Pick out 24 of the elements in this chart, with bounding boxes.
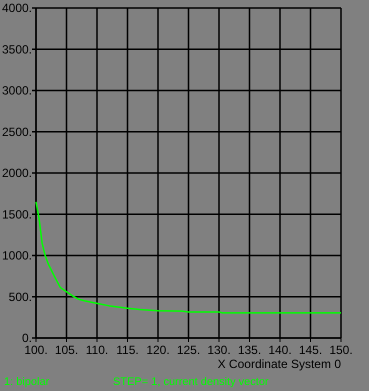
x-tick-label: 120.	[146, 343, 170, 357]
x-tick-label: 110.	[86, 343, 108, 357]
line-series	[35, 201, 342, 314]
x-tick-label: 105.	[54, 343, 78, 357]
x-tick-label: 100.	[24, 343, 48, 357]
y-tick-label: 2500.	[2, 124, 32, 139]
y-tick-label: 500.	[8, 290, 32, 304]
y-tick-label: 3500.	[2, 42, 32, 56]
y-tick-label: 2000.	[2, 166, 32, 180]
x-tick-label: 130.	[207, 343, 231, 357]
y-tick-label: 0.	[22, 331, 32, 345]
y-tick-label: 1000.	[2, 248, 32, 262]
x-tick-label: 125.	[176, 343, 200, 357]
text: 1: bipolar	[4, 376, 50, 388]
x-tick-label: 115.	[116, 343, 139, 357]
x-tick-label: 135.	[238, 343, 262, 357]
x-tick-label: 145.	[298, 343, 322, 357]
x-axis-title: X Coordinate System 0	[218, 357, 342, 371]
x-tick-label: 150.	[329, 343, 353, 357]
y-tick-label: 1500.	[2, 207, 32, 222]
y-tick-label: 3000.	[2, 84, 32, 98]
text: STEP= 1, current density vector	[113, 376, 269, 388]
y-tick-label: 4000.	[2, 1, 32, 15]
x-tick-label: 140.	[268, 343, 292, 357]
